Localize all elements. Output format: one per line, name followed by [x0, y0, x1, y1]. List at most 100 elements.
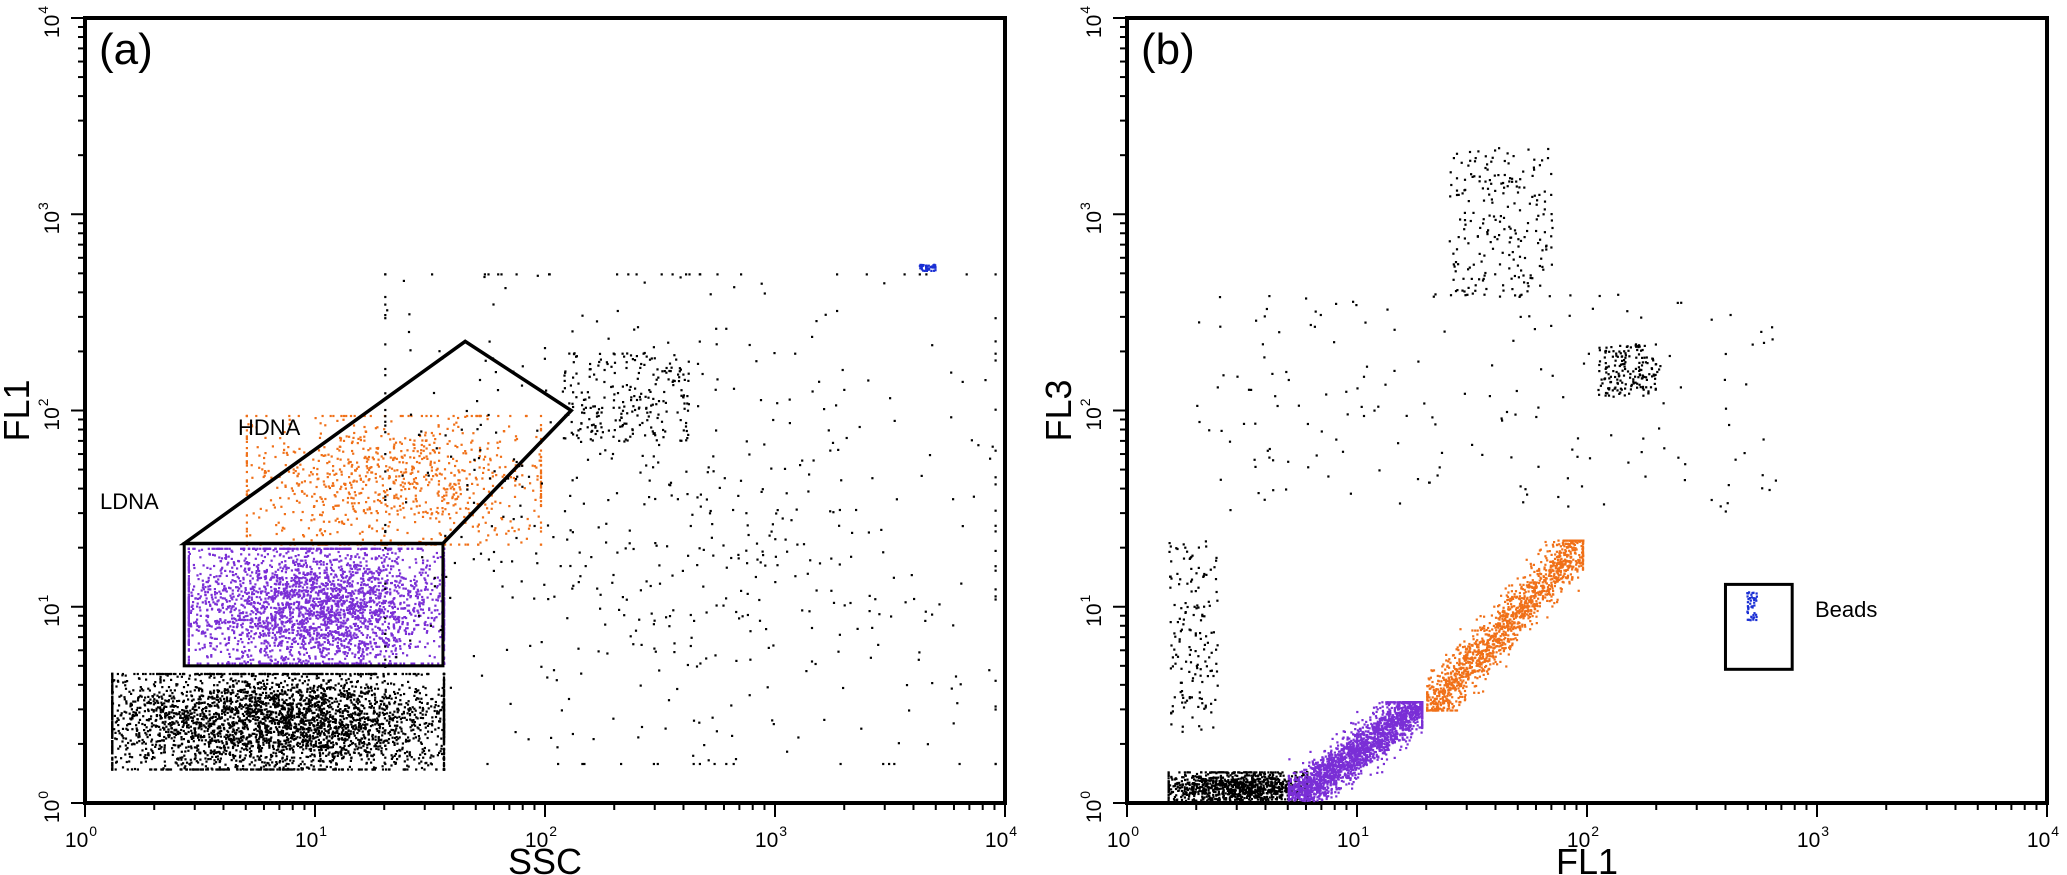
data-point: [421, 595, 424, 599]
data-point: [256, 716, 259, 719]
data-point: [174, 729, 177, 732]
data-point: [185, 710, 188, 713]
data-point: [330, 741, 333, 745]
data-point: [184, 710, 187, 713]
data-point: [288, 697, 291, 700]
data-point: [185, 681, 188, 684]
data-point: [190, 716, 193, 719]
data-point: [169, 722, 172, 725]
data-point: [402, 732, 405, 735]
data-point: [258, 756, 261, 759]
data-point: [284, 564, 287, 567]
data-point: [111, 748, 114, 751]
data-point: [238, 609, 241, 612]
data-point: [396, 711, 399, 714]
data-point: [130, 708, 133, 711]
data-point: [189, 712, 192, 715]
data-point: [354, 711, 357, 714]
data-point: [158, 744, 161, 747]
data-point: [258, 636, 261, 639]
data-point: [314, 591, 317, 594]
data-point: [296, 741, 299, 744]
data-point: [244, 718, 247, 722]
data-point: [213, 588, 216, 591]
data-point: [300, 767, 303, 770]
data-point: [247, 547, 250, 550]
data-point: [429, 756, 432, 759]
data-point: [185, 768, 188, 771]
data-point: [129, 704, 132, 707]
data-point: [254, 718, 257, 722]
data-point: [292, 768, 295, 771]
data-point: [157, 740, 160, 743]
data-point: [173, 689, 176, 692]
data-point: [179, 732, 182, 735]
data-point: [322, 588, 326, 591]
data-point: [369, 652, 372, 655]
data-point: [406, 764, 409, 767]
data-point: [147, 719, 150, 722]
data-point: [249, 740, 252, 743]
data-point: [421, 571, 424, 574]
data-point: [193, 729, 196, 732]
data-point: [302, 748, 305, 751]
data-point: [264, 702, 268, 705]
data-point: [219, 609, 222, 612]
data-point: [327, 732, 330, 735]
data-point: [146, 753, 150, 756]
data-point: [361, 742, 364, 745]
data-point: [434, 715, 438, 719]
data-point: [270, 655, 273, 658]
data-point: [304, 576, 307, 580]
data-point: [289, 736, 293, 739]
data-point: [317, 646, 320, 649]
data-point: [319, 760, 322, 763]
data-point: [331, 733, 334, 736]
data-point: [326, 699, 329, 702]
data-point: [231, 738, 234, 741]
data-point: [281, 602, 284, 605]
data-point: [337, 727, 340, 730]
data-point: [256, 697, 260, 700]
data-point: [256, 579, 259, 582]
data-point: [322, 768, 325, 771]
data-point: [430, 763, 433, 766]
data-point: [202, 695, 205, 698]
data-point: [205, 709, 208, 713]
data-point: [347, 693, 350, 697]
data-point: [276, 768, 279, 771]
data-point: [442, 716, 446, 719]
data-point: [219, 699, 223, 702]
data-point: [321, 759, 324, 763]
data-point: [420, 766, 424, 770]
data-point: [336, 672, 339, 676]
data-point: [199, 736, 202, 739]
data-point: [214, 715, 217, 719]
data-point: [281, 730, 285, 733]
data-point: [370, 761, 373, 764]
data-point: [264, 697, 267, 700]
data-point: [426, 642, 429, 645]
data-point: [405, 702, 408, 705]
data-point: [214, 591, 217, 594]
data-point: [343, 685, 346, 688]
data-point: [234, 573, 238, 576]
data-point: [330, 746, 333, 749]
data-point: [317, 706, 320, 709]
data-point: [386, 712, 389, 715]
data-point: [316, 701, 319, 704]
data-point: [187, 717, 190, 720]
data-point: [241, 622, 244, 625]
data-point: [388, 768, 391, 771]
data-point: [255, 613, 258, 616]
data-point: [237, 640, 240, 643]
data-point: [220, 740, 223, 743]
data-point: [319, 734, 322, 737]
data-point: [158, 696, 161, 699]
data-point: [262, 741, 265, 744]
data-point: [354, 743, 357, 746]
data-point: [356, 713, 359, 716]
data-point: [321, 672, 324, 676]
data-point: [308, 735, 311, 738]
data-point: [206, 767, 209, 770]
